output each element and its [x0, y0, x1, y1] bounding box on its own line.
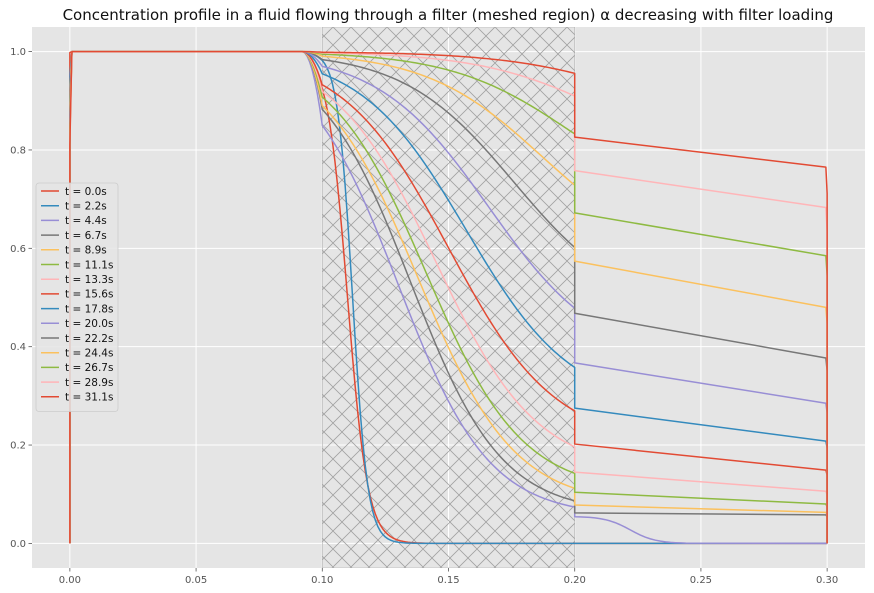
legend-box — [35, 182, 119, 412]
legend-entry: t = 8.9s — [65, 245, 107, 257]
x-axis: 0.00 0.05 0.10 0.15 0.20 0.25 0.30 — [59, 568, 838, 586]
y-tick-label: 0.0 — [10, 539, 26, 550]
legend-entry: t = 0.0s — [65, 186, 107, 198]
series-line-14 — [69, 50, 828, 544]
legend-entry: t = 20.0s — [65, 318, 113, 330]
x-tick-label: 0.25 — [690, 575, 712, 586]
x-tick-label: 0.10 — [311, 575, 333, 586]
y-tick-label: 0.6 — [10, 244, 26, 255]
series-line-7 — [69, 50, 828, 544]
x-tick-label: 0.00 — [59, 575, 81, 586]
chart-title: Concentration profile in a fluid flowing… — [63, 6, 834, 24]
x-tick-label: 0.20 — [564, 575, 586, 586]
legend-entry: t = 13.3s — [65, 274, 113, 286]
x-tick-label: 0.30 — [816, 575, 838, 586]
legend: t = 0.0s t = 2.2s t = 4.4s t = 6.7s t = 8.9s… — [35, 182, 119, 412]
y-axis: 0.0 0.2 0.4 0.6 0.8 1.0 — [10, 47, 32, 550]
y-tick-label: 0.8 — [10, 145, 26, 156]
series-line-12 — [69, 50, 828, 544]
series-line-4 — [69, 50, 828, 544]
series-line-11 — [69, 50, 828, 544]
filter-region — [321, 27, 576, 568]
series-line-6 — [69, 50, 828, 544]
legend-entry: t = 15.6s — [65, 289, 113, 301]
series-line-9 — [69, 50, 828, 544]
series-line-8 — [69, 50, 828, 544]
series-line-10 — [69, 50, 828, 544]
legend-entry: t = 26.7s — [65, 362, 113, 374]
series-lines — [69, 50, 828, 545]
y-tick-label: 0.2 — [10, 441, 26, 452]
legend-entry: t = 4.4s — [65, 215, 107, 227]
x-tick-label: 0.15 — [437, 575, 459, 586]
legend-entry: t = 2.2s — [65, 201, 107, 213]
legend-entry: t = 28.9s — [65, 377, 113, 389]
series-line-1 — [69, 50, 828, 545]
series-line-5 — [69, 50, 828, 544]
legend-entry: t = 6.7s — [65, 230, 107, 242]
x-tick-label: 0.05 — [185, 575, 207, 586]
filter-mesh — [321, 27, 576, 568]
y-tick-label: 0.4 — [10, 342, 26, 353]
legend-entry: t = 22.2s — [65, 333, 113, 345]
legend-entry: t = 17.8s — [65, 303, 113, 315]
series-line-3 — [69, 50, 828, 544]
series-line-2 — [69, 50, 828, 545]
legend-entry: t = 24.4s — [65, 348, 113, 360]
legend-entry: t = 31.1s — [65, 392, 113, 404]
y-tick-label: 1.0 — [10, 47, 26, 58]
legend-entry: t = 11.1s — [65, 259, 113, 271]
series-line-13 — [69, 50, 828, 544]
